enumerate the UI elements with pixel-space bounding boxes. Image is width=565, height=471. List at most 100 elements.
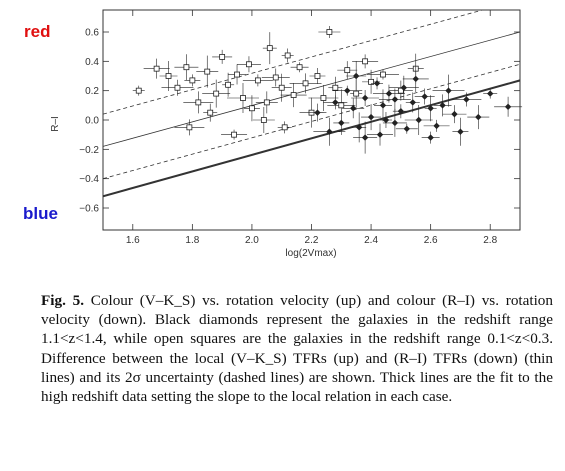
point-square — [189, 77, 196, 84]
point-diamond — [445, 87, 452, 94]
point-square — [302, 80, 309, 87]
point-diamond — [332, 99, 339, 106]
point-diamond — [463, 96, 470, 103]
point-square — [314, 73, 321, 79]
point-square — [260, 117, 267, 123]
point-square — [296, 64, 303, 71]
figure-number: Fig. 5. — [41, 292, 85, 309]
point-square — [272, 74, 279, 81]
point-square — [135, 87, 142, 94]
line-thin — [103, 31, 520, 147]
point-diamond — [314, 109, 321, 116]
point-diamond — [367, 113, 375, 121]
point-diamond — [415, 116, 422, 124]
point-square — [240, 95, 246, 101]
point-square — [153, 65, 160, 72]
line-dashed — [103, 10, 485, 115]
point-diamond — [382, 116, 390, 124]
axes: 1.6 1.8 2.0 2.2 2.4 2.6 2.8 −0.6 −0.4 −0.2 0.0 0.2 0… — [79, 10, 520, 246]
x-tick-label: 1.6 — [126, 235, 140, 246]
point-diamond — [350, 105, 357, 112]
point-square — [344, 67, 351, 74]
y-tick-label: 0.6 — [85, 28, 99, 39]
point-square — [213, 90, 220, 97]
figure-caption: Fig. 5. Colour (V–K_S) vs. rotation velo… — [41, 291, 553, 406]
point-diamond — [504, 103, 512, 110]
point-square — [225, 81, 232, 88]
y-tick-label: −0.2 — [79, 145, 99, 156]
point-diamond — [427, 105, 434, 112]
point-diamond — [433, 122, 440, 130]
y-tick-label: −0.4 — [79, 174, 99, 185]
point-diamond — [391, 119, 399, 127]
point-square — [254, 77, 261, 84]
point-diamond — [338, 119, 345, 127]
point-square — [186, 124, 193, 131]
point-diamond — [361, 134, 369, 141]
point-square — [368, 78, 374, 85]
line-dashed — [103, 63, 520, 180]
line-thick — [103, 79, 520, 198]
x-axis-label: log(2Vmax) — [285, 248, 336, 259]
point-square — [231, 131, 237, 138]
point-square — [326, 29, 333, 35]
point-square — [362, 58, 369, 65]
point-diamond — [391, 96, 399, 103]
chart: 1.6 1.8 2.0 2.2 2.4 2.6 2.8 −0.6 −0.4 −0.2 0.0 0.2 0… — [50, 9, 523, 259]
point-square — [353, 90, 360, 97]
x-tick-label: 2.2 — [305, 235, 319, 246]
y-tick-label: 0.0 — [85, 116, 99, 127]
point-square — [246, 61, 252, 68]
point-square — [290, 92, 297, 98]
x-tick-label: 2.4 — [364, 235, 378, 246]
x-tick-label: 2.0 — [245, 235, 259, 246]
point-square — [278, 84, 285, 91]
y-tick-label: 0.2 — [85, 86, 99, 97]
point-square — [219, 54, 226, 60]
point-diamond — [355, 124, 363, 131]
point-square — [338, 102, 345, 109]
point-diamond — [427, 134, 434, 141]
point-square — [234, 71, 240, 78]
point-diamond — [326, 128, 333, 135]
point-square — [204, 68, 211, 75]
point-square — [266, 45, 273, 52]
point-diamond — [412, 75, 419, 83]
point-square — [207, 109, 214, 116]
point-diamond — [475, 113, 482, 121]
point-diamond — [376, 131, 384, 138]
point-square — [195, 99, 202, 106]
y-tick-label: 0.4 — [85, 57, 99, 68]
point-diamond — [451, 110, 458, 118]
fit-lines — [103, 10, 520, 198]
caption-text: Colour (V–K_S) vs. rotation velocity (up… — [41, 292, 553, 406]
point-square — [320, 95, 327, 101]
point-diamond — [385, 90, 393, 97]
x-tick-label: 1.8 — [185, 235, 199, 246]
x-tick-label: 2.6 — [424, 235, 438, 246]
point-diamond — [344, 87, 351, 94]
point-square — [397, 87, 404, 94]
blue-label: blue — [23, 204, 58, 223]
point-diamond — [361, 94, 369, 102]
point-square — [380, 71, 386, 78]
point-square — [332, 84, 339, 91]
point-diamond — [400, 84, 408, 91]
y-axis-label: R–I — [50, 116, 61, 132]
point-diamond — [373, 80, 381, 87]
point-diamond — [397, 108, 405, 115]
point-square — [165, 73, 172, 79]
point-diamond — [439, 102, 446, 109]
point-diamond — [487, 90, 494, 97]
point-square — [174, 84, 181, 91]
point-diamond — [403, 125, 411, 132]
x-tick-label: 2.8 — [483, 235, 497, 246]
red-label: red — [24, 22, 51, 41]
point-square — [281, 124, 288, 131]
point-square — [284, 52, 291, 59]
point-diamond — [409, 99, 416, 106]
point-diamond — [379, 102, 387, 109]
point-square — [263, 99, 270, 106]
data-points — [132, 26, 523, 154]
point-square — [183, 64, 190, 71]
